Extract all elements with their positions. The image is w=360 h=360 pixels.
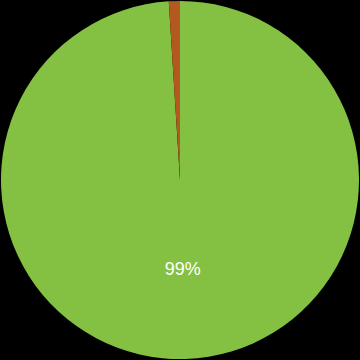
svg-text:99%: 99% — [165, 259, 201, 279]
